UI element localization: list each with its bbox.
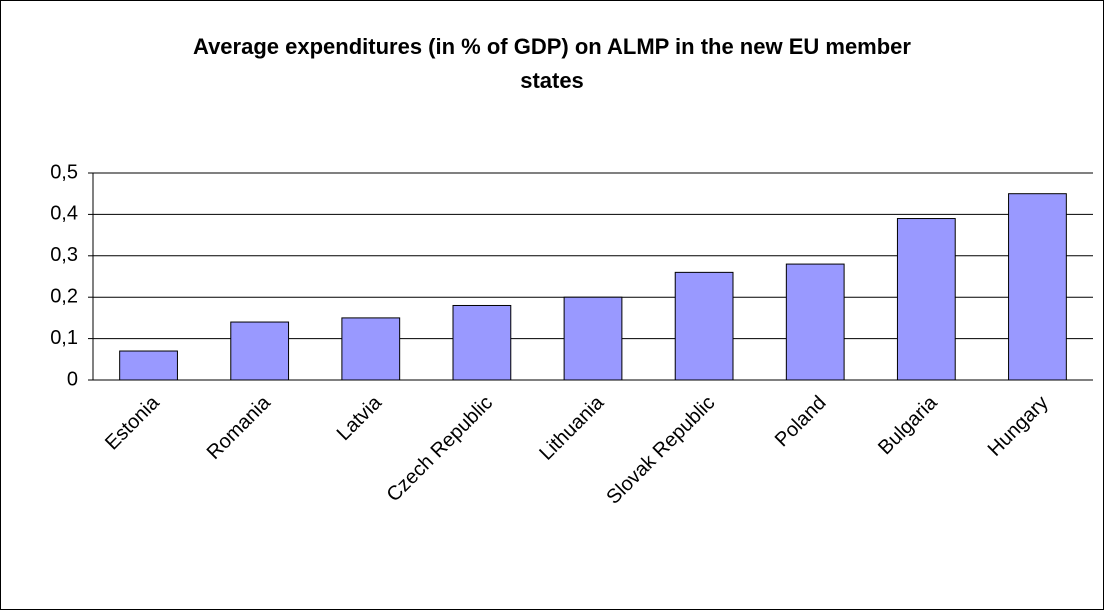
y-tick-label: 0,4 bbox=[50, 203, 78, 225]
bar bbox=[1008, 193, 1067, 381]
chart-title: Average expenditures (in % of GDP) on AL… bbox=[193, 34, 911, 93]
bar bbox=[452, 304, 512, 381]
y-tick-label: 0,2 bbox=[50, 285, 78, 307]
bar bbox=[230, 321, 290, 381]
bar bbox=[341, 317, 401, 381]
bar bbox=[119, 350, 178, 381]
y-tick-label: 0,5 bbox=[50, 161, 78, 183]
bar bbox=[785, 263, 845, 381]
y-tick-label: 0 bbox=[67, 368, 78, 390]
y-tick-label: 0,1 bbox=[50, 327, 78, 349]
bar bbox=[674, 271, 734, 381]
y-tick-label: 0,3 bbox=[50, 244, 78, 266]
bar bbox=[896, 218, 956, 381]
bar bbox=[563, 296, 623, 381]
